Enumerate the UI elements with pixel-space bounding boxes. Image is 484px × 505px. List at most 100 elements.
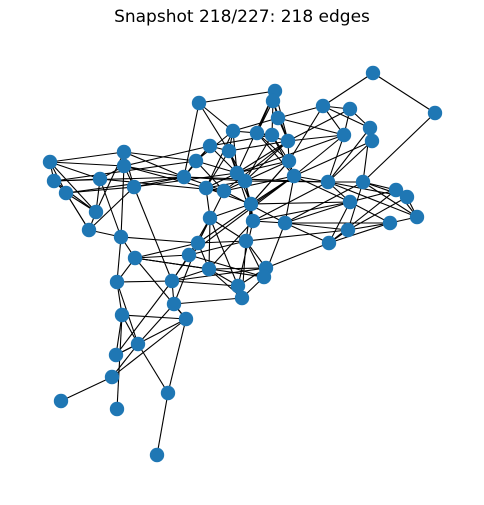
graph-node	[364, 133, 380, 149]
graph-edge	[188, 240, 247, 256]
graph-node	[198, 180, 214, 196]
graph-nodes	[42, 65, 443, 463]
graph-node	[113, 229, 129, 245]
graph-node	[176, 169, 192, 185]
graph-edge	[277, 105, 324, 119]
graph-node	[166, 296, 182, 312]
graph-node	[365, 65, 381, 81]
graph-node	[149, 447, 165, 463]
graph-node	[256, 269, 272, 285]
graph-node	[234, 290, 250, 306]
graph-node	[399, 189, 415, 205]
graph-edge	[362, 112, 436, 183]
graph-node	[42, 154, 58, 170]
graph-edge	[293, 175, 351, 203]
graph-node	[286, 168, 302, 184]
graph-edge	[111, 318, 187, 378]
graph-node	[88, 204, 104, 220]
graph-edge	[293, 134, 345, 177]
graph-node	[216, 183, 232, 199]
graph-node	[342, 194, 358, 210]
graph-node	[264, 127, 280, 143]
graph-edge	[293, 140, 373, 177]
graph-edge	[116, 314, 123, 410]
graph-edge	[198, 102, 234, 132]
graph-node	[336, 127, 352, 143]
graph-edge	[137, 343, 169, 394]
graph-node	[281, 153, 297, 169]
graph-node	[92, 171, 108, 187]
graph-edge	[205, 150, 230, 189]
graph-node	[201, 261, 217, 277]
graph-edge	[167, 318, 187, 394]
graph-node	[245, 213, 261, 229]
graph-node	[221, 143, 237, 159]
graph-node	[108, 347, 124, 363]
graph-edge	[49, 151, 125, 163]
graph-edge	[65, 192, 90, 231]
graph-edge	[183, 102, 200, 178]
graph-edge	[250, 160, 290, 205]
graph-edge	[284, 222, 330, 244]
graph-edge	[244, 140, 289, 182]
graph-node	[202, 210, 218, 226]
graph-edge	[244, 160, 290, 182]
graph-edge	[173, 297, 243, 305]
graph-edge	[198, 102, 230, 152]
graph-edge	[123, 145, 211, 167]
graph-node	[58, 185, 74, 201]
graph-edge	[265, 242, 330, 269]
graph-node	[164, 273, 180, 289]
graph-edge	[88, 186, 135, 231]
graph-node	[53, 393, 69, 409]
graph-node	[342, 101, 358, 117]
graph-node	[104, 369, 120, 385]
graph-edge	[120, 165, 125, 238]
graph-edge	[53, 176, 185, 182]
graph-edge	[121, 314, 187, 320]
graph-node	[130, 336, 146, 352]
graph-node	[127, 250, 143, 266]
graph-node	[181, 247, 197, 263]
graph-edge	[347, 196, 408, 231]
graph-edges	[49, 72, 436, 456]
graph-edge	[123, 151, 185, 178]
graph-edge	[256, 132, 295, 177]
graph-edge	[198, 90, 276, 104]
graph-edge	[123, 165, 185, 178]
graph-edge	[209, 217, 239, 287]
graph-node	[126, 179, 142, 195]
graph-edge	[236, 140, 289, 174]
graph-edge	[223, 175, 295, 192]
graph-edge	[244, 180, 329, 183]
graph-node	[81, 222, 97, 238]
graph-node	[321, 235, 337, 251]
graph-edge	[228, 140, 289, 152]
graph-node	[191, 95, 207, 111]
graph-node	[388, 182, 404, 198]
graph-edge	[60, 376, 113, 402]
graph-edge	[327, 181, 418, 218]
graph-edge	[133, 186, 173, 282]
graph-node	[277, 215, 293, 231]
graph-node	[237, 173, 253, 189]
graph-edge	[349, 189, 397, 203]
graph-edge	[115, 280, 173, 356]
graph-edge	[188, 254, 265, 278]
graph-node	[188, 153, 204, 169]
graph-edge	[115, 318, 187, 356]
graph-node	[225, 123, 241, 139]
graph-node	[190, 235, 206, 251]
graph-edge	[116, 236, 122, 283]
graph-node	[355, 174, 371, 190]
graph-edge	[284, 201, 351, 224]
graph-edge	[236, 160, 290, 174]
graph-edge	[99, 178, 122, 238]
graph-edge	[252, 181, 329, 222]
graph-edge	[284, 175, 295, 224]
graph-edge	[349, 201, 391, 224]
graph-edge	[197, 175, 295, 244]
graph-node	[160, 385, 176, 401]
graph-edge	[232, 117, 279, 132]
graph-node	[270, 110, 286, 126]
